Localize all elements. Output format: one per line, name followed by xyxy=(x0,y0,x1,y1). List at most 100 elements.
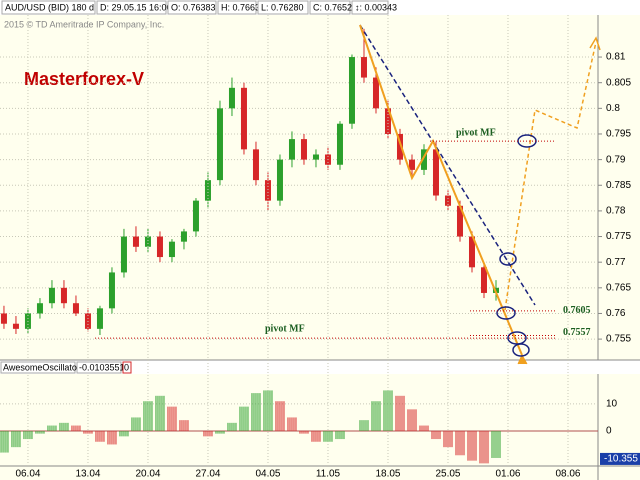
y-tick-label: 0.76 xyxy=(606,308,626,319)
osc-zero-box xyxy=(122,361,132,374)
y-tick-label: 0.77 xyxy=(606,257,626,268)
projection xyxy=(504,41,597,311)
candle-body xyxy=(192,200,199,232)
header-item: L: 0.76280 xyxy=(261,2,304,12)
header-box xyxy=(1,0,96,15)
x-tick-label: 13.04 xyxy=(75,469,100,480)
candle-body xyxy=(36,303,43,314)
header-box xyxy=(351,0,389,15)
candle-body xyxy=(12,323,19,329)
candle-body xyxy=(360,57,367,78)
candle-body xyxy=(372,77,379,109)
x-tick-label: 20.04 xyxy=(135,469,160,480)
candle-body xyxy=(420,149,427,170)
level-label: pivot MF xyxy=(265,323,305,334)
candle-body xyxy=(108,272,115,309)
candle-body xyxy=(120,236,127,273)
x-tick-label: 18.05 xyxy=(375,469,400,480)
candle-body xyxy=(456,205,463,237)
header-box xyxy=(309,0,351,15)
candle-body xyxy=(444,195,451,206)
x-tick-label: 06.04 xyxy=(15,469,40,480)
osc-header-bar xyxy=(0,360,640,374)
candle-body xyxy=(276,159,283,201)
candle-body xyxy=(396,133,403,160)
candle-body xyxy=(252,149,259,181)
header-box xyxy=(217,0,257,15)
y-tick-label: 10 xyxy=(606,399,618,410)
candle-body xyxy=(168,241,175,258)
y-tick-label: 0.79 xyxy=(606,154,626,165)
candle-body xyxy=(264,180,271,201)
x-tick-label: 25.05 xyxy=(435,469,460,480)
candle-body xyxy=(60,287,67,304)
osc-zero: 0 xyxy=(124,362,129,372)
candle-body xyxy=(96,308,103,329)
candle-body xyxy=(300,139,307,160)
y-tick-label: 0.755 xyxy=(606,334,631,345)
chart-title: Masterforex-V xyxy=(24,69,144,89)
candle-body xyxy=(480,267,487,293)
trend-line xyxy=(359,24,536,306)
header-item: AUD/USD (BID) 180 d 4h xyxy=(5,2,107,12)
marker-circle xyxy=(496,306,516,320)
y-tick-label: 0.81 xyxy=(606,52,626,63)
candle-body xyxy=(408,159,415,170)
marker-circle xyxy=(512,343,530,357)
y-tick-label: 0.78 xyxy=(606,206,626,217)
header-item: O: 0.76383 xyxy=(171,2,216,12)
last-value: -10.355 xyxy=(604,454,638,465)
candle-body xyxy=(240,87,247,150)
candle-body xyxy=(48,287,55,304)
arrow-head xyxy=(517,353,528,365)
level-label: 0.7605 xyxy=(563,305,591,316)
y-tick-label: 0.8 xyxy=(606,103,620,114)
x-tick-label: 04.05 xyxy=(255,469,280,480)
x-tick-label: 01.06 xyxy=(495,469,520,480)
candle-body xyxy=(132,236,139,247)
osc-value-box xyxy=(76,361,122,374)
osc-name-box xyxy=(0,361,76,374)
candle-body xyxy=(180,231,187,242)
annotations xyxy=(359,24,601,365)
arrow-head xyxy=(589,36,601,51)
header-item: D: 29.05.15 16:00 xyxy=(100,2,172,12)
candle-body xyxy=(0,313,7,324)
y-tick-label: 0.785 xyxy=(606,180,631,191)
last-value-box xyxy=(600,452,640,465)
candle-body xyxy=(72,303,79,314)
y-tick-label: 0.795 xyxy=(606,129,631,140)
header-item: ↕: 0.00343 xyxy=(355,2,397,12)
x-tick-label: 27.04 xyxy=(195,469,220,480)
header-box xyxy=(257,0,309,15)
candle-body xyxy=(336,123,343,165)
x-tick-label: 08.06 xyxy=(555,469,580,480)
candle-body xyxy=(204,180,211,201)
candle-body xyxy=(288,139,295,160)
candle-body xyxy=(348,57,355,124)
candle-body xyxy=(156,236,163,258)
header-box xyxy=(96,0,167,15)
candle-body xyxy=(216,108,223,181)
header-item: H: 0.76635 xyxy=(221,2,265,12)
candle-body xyxy=(432,149,439,196)
y-tick-label: 0.765 xyxy=(606,282,631,293)
y-tick-label: 0.775 xyxy=(606,231,631,242)
level-label: pivot MF xyxy=(456,127,496,138)
candle-body xyxy=(468,236,475,268)
osc-value: -0.0103551 xyxy=(79,362,125,372)
x-tick-label: 11.05 xyxy=(316,469,341,480)
trend-line xyxy=(359,24,523,356)
header-item: C: 0.76520 xyxy=(313,2,357,12)
osc-name: AwesomeOscillator xyxy=(3,362,80,372)
header-box xyxy=(167,0,217,15)
candle-body xyxy=(312,154,319,160)
candle-body xyxy=(384,108,391,134)
y-tick-label: 0.805 xyxy=(606,77,631,88)
y-tick-label: 0 xyxy=(606,426,612,437)
marker-circle xyxy=(499,252,517,266)
level-label: 0.7557 xyxy=(563,327,591,338)
copyright: 2015 © TD Ameritrade IP Company, Inc. xyxy=(4,19,164,29)
